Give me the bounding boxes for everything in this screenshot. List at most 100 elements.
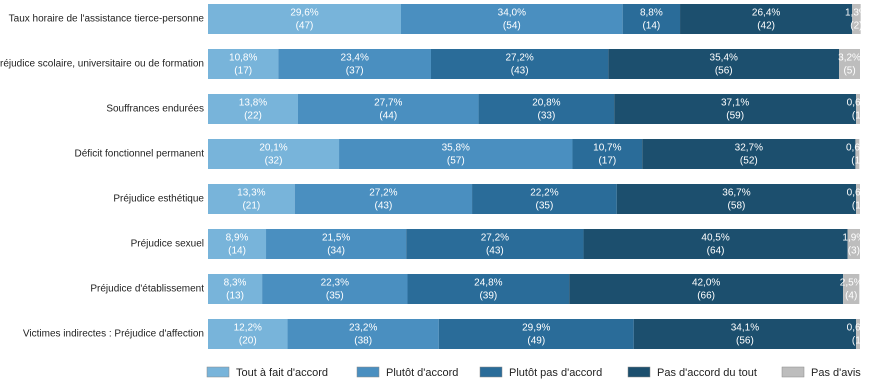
bar-segment	[572, 139, 643, 169]
bar-segment	[608, 49, 840, 79]
value-label: 1,3%	[845, 8, 868, 19]
value-label: 34,0%	[498, 8, 526, 19]
value-label: 27,2%	[369, 188, 397, 199]
count-label: (44)	[379, 111, 397, 122]
bar-segment	[406, 229, 584, 259]
value-label: 22,2%	[530, 188, 558, 199]
count-label: (59)	[726, 111, 744, 122]
value-label: 36,7%	[722, 188, 750, 199]
value-label: 10,8%	[229, 53, 257, 64]
count-label: (43)	[374, 201, 392, 212]
count-label: (13)	[226, 291, 244, 302]
count-label: (1)	[852, 111, 864, 122]
bar-segment	[208, 94, 298, 124]
count-label: (35)	[536, 201, 554, 212]
value-label: 35,4%	[710, 53, 738, 64]
bar-segment	[843, 274, 860, 304]
bar-segment	[847, 229, 860, 259]
bar-segment	[438, 319, 634, 349]
value-label: 26,4%	[752, 8, 780, 19]
legend-label: Pas d'avis	[811, 367, 861, 379]
count-label: (66)	[697, 291, 715, 302]
value-label: 37,1%	[721, 98, 749, 109]
count-label: (20)	[239, 336, 257, 347]
count-label: (2)	[850, 21, 862, 32]
value-label: 10,7%	[593, 143, 621, 154]
category-label: Taux horaire de l'assistance tierce-pers…	[9, 14, 205, 25]
value-label: 12,2%	[234, 323, 262, 334]
count-label: (43)	[511, 66, 529, 77]
count-label: (21)	[242, 201, 260, 212]
count-label: (22)	[244, 111, 262, 122]
bar-segment	[407, 274, 570, 304]
legend-label: Plutôt pas d'accord	[509, 367, 602, 379]
count-label: (3)	[848, 246, 860, 257]
category-label: Préjudice scolaire, universitaire ou de …	[0, 59, 204, 70]
bar-segment	[400, 4, 623, 34]
count-label: (49)	[527, 336, 545, 347]
category-label: Préjudice sexuel	[131, 239, 204, 250]
count-label: (4)	[845, 291, 857, 302]
bar-segment	[266, 229, 407, 259]
count-label: (34)	[327, 246, 345, 257]
count-label: (1)	[852, 336, 864, 347]
value-label: 23,4%	[341, 53, 369, 64]
count-label: (17)	[234, 66, 252, 77]
count-label: (56)	[715, 66, 733, 77]
category-label: Déficit fonctionnel permanent	[74, 149, 204, 160]
value-label: 21,5%	[322, 233, 350, 244]
bar-segment	[208, 184, 295, 214]
bar-segment	[839, 49, 860, 79]
count-label: (56)	[736, 336, 754, 347]
bar-segment	[856, 319, 860, 349]
bar-segment	[287, 319, 439, 349]
count-label: (35)	[326, 291, 344, 302]
count-label: (64)	[707, 246, 725, 257]
count-label: (57)	[447, 156, 465, 167]
bar-segment	[622, 4, 681, 34]
count-label: (52)	[740, 156, 758, 167]
count-label: (14)	[228, 246, 246, 257]
category-label: Préjudice esthétique	[113, 194, 204, 205]
value-label: 20,8%	[532, 98, 560, 109]
bar-segment	[278, 49, 431, 79]
value-label: 2,5%	[840, 278, 863, 289]
legend-label: Tout à fait d'accord	[236, 367, 328, 379]
count-label: (5)	[843, 66, 855, 77]
legend-swatch	[206, 366, 230, 378]
category-label: Victimes indirectes : Préjudice d'affect…	[23, 329, 204, 340]
value-label: 0,6%	[847, 323, 870, 334]
value-label: 1,9%	[842, 233, 865, 244]
count-label: (47)	[296, 21, 314, 32]
value-label: 20,1%	[259, 143, 287, 154]
value-label: 23,2%	[349, 323, 377, 334]
count-label: (39)	[479, 291, 497, 302]
value-label: 40,5%	[701, 233, 729, 244]
bar-segment	[472, 184, 617, 214]
category-label: Souffrances endurées	[106, 104, 204, 115]
value-label: 22,3%	[321, 278, 349, 289]
count-label: (37)	[346, 66, 364, 77]
bar-segment	[478, 94, 615, 124]
value-label: 42,0%	[692, 278, 720, 289]
count-label: (58)	[728, 201, 746, 212]
value-label: 13,3%	[237, 188, 265, 199]
bar-segment	[616, 184, 857, 214]
value-label: 32,7%	[735, 143, 763, 154]
count-label: (14)	[642, 21, 660, 32]
count-label: (1)	[852, 201, 864, 212]
bar-segment	[262, 274, 408, 304]
value-label: 35,8%	[442, 143, 470, 154]
value-label: 3,2%	[838, 53, 861, 64]
value-label: 34,1%	[731, 323, 759, 334]
bar-segment	[208, 139, 340, 169]
value-label: 8,3%	[224, 278, 247, 289]
bar-segment	[297, 94, 479, 124]
bar-segment	[208, 274, 263, 304]
bar-segment	[208, 49, 279, 79]
value-label: 8,9%	[226, 233, 249, 244]
value-label: 0,6%	[846, 143, 869, 154]
bar-segment	[856, 94, 860, 124]
bar-segment	[633, 319, 857, 349]
category-label: Préjudice d'établissement	[90, 284, 204, 295]
